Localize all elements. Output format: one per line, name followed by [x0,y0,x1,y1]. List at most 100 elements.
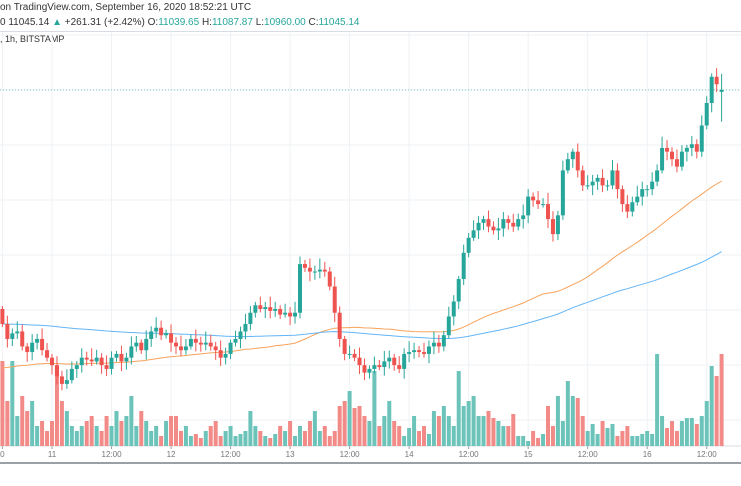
candle-up [183,346,188,351]
symbol-line: , 1h, BITSTAMP [0,34,64,44]
candle-up [466,237,471,253]
candle-down [159,327,164,336]
volume-bar [536,438,541,446]
volume-bar [119,421,124,446]
volume-bar [35,426,40,446]
volume-bar [670,421,674,446]
candle-down [322,269,327,272]
volume-bar [486,411,491,446]
volume-bar [436,416,441,446]
volume-bar [288,421,293,446]
high-value: 11087.87 [211,17,253,28]
candle-up [64,380,69,384]
volume-bar [630,436,635,446]
candle-up [704,102,709,126]
volume-bar [332,431,337,446]
volume-bar [337,406,342,446]
candle-down [491,226,496,231]
x-tick-label: 15 [524,450,533,459]
candle-up [69,368,74,381]
volume-bar [54,366,59,446]
candle-down [84,357,89,360]
candle-down [258,305,263,309]
volume-bar [461,406,466,446]
volume-bar [615,436,620,446]
volume-bar [531,431,536,446]
candle-up [124,357,129,362]
candle-down [218,350,223,358]
volume-bar [426,434,431,446]
volume-bar [104,416,109,446]
candle-up [15,331,20,334]
volume-bar [655,354,660,446]
volume-bar [10,361,15,446]
candle-up [223,353,228,358]
volume-bar [501,426,506,446]
x-tick-label: 12:00 [697,450,718,459]
candle-up [233,338,238,343]
candle-up [526,196,531,216]
volume-bar [402,436,407,446]
price-prefix: 0 [0,17,6,28]
volume-bar [719,354,724,446]
candle-up [635,196,640,203]
volume-bar [392,421,397,446]
volume-bar [352,408,357,446]
volume-bar [5,401,10,446]
volume-bar [595,434,600,446]
candle-up [719,89,724,92]
candle-down [531,196,536,201]
volume-bar [198,438,203,446]
volume-bar [640,434,645,446]
volume-bar [387,401,392,446]
volume-bar [660,416,665,446]
volume-bar [476,416,481,446]
candle-down [397,365,402,369]
volume-bar [625,426,630,446]
volume-bar [208,426,213,446]
volume-bar [263,436,268,446]
last-price: 11045.14 [8,17,50,28]
candle-down [5,323,10,339]
candle-up [367,368,372,373]
volume-bar [129,396,134,446]
close-label: C: [308,17,319,28]
volume-bar [689,418,694,446]
volume-bar [188,436,193,446]
volume-bar [605,428,610,446]
candle-up [407,352,412,354]
candle-down [0,308,5,324]
volume-bar [645,431,650,446]
candle-up [640,189,645,197]
candle-up [312,271,317,273]
volume-bar [665,428,670,446]
candle-down [417,350,422,353]
candle-up [382,361,387,368]
candle-down [302,264,307,268]
volume-bar [302,431,307,446]
volume-bar [714,376,719,446]
volume-bar [431,411,436,446]
candle-down [193,338,198,343]
candle-down [600,177,605,186]
volume-bar [397,426,402,446]
x-tick-label: 14 [405,450,414,459]
candle-down [342,338,347,354]
volume-bar [550,426,555,446]
x-tick-label: 0 [0,450,5,459]
candle-up [109,357,114,369]
candle-up [129,346,134,358]
candle-down [665,147,670,152]
volume-bar [357,406,362,446]
volume-bar [218,436,223,446]
volume-bar [15,416,20,446]
candle-down [139,342,144,351]
volume-bar [253,426,258,446]
volume-bar [124,416,129,446]
candle-up [293,312,298,317]
candle-up [570,151,575,160]
candle-up [471,230,476,238]
volume-bar [560,421,565,446]
candle-down [208,342,213,347]
